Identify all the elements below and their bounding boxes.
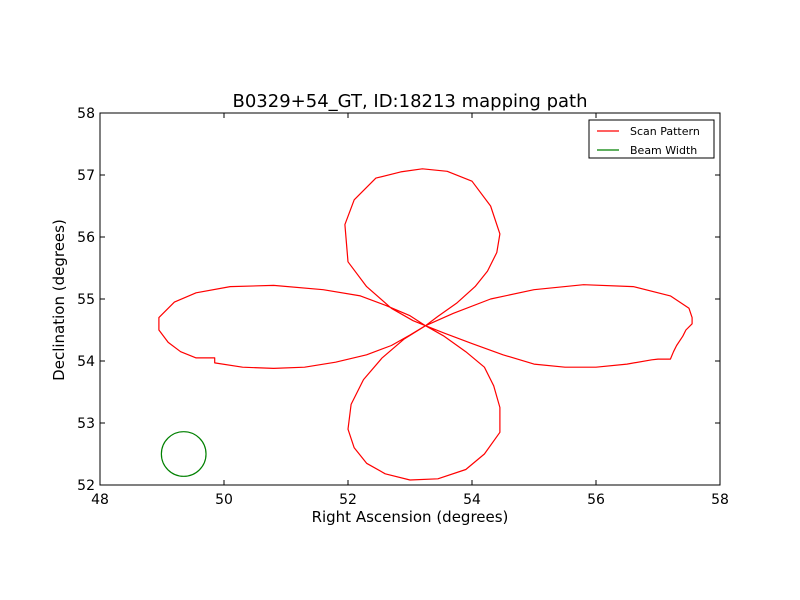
x-tick-label: 50 bbox=[215, 492, 233, 508]
y-tick-label: 52 bbox=[77, 478, 95, 494]
y-axis-label: Declination (degrees) bbox=[50, 219, 68, 381]
y-tick-label: 58 bbox=[77, 106, 95, 122]
series-layer bbox=[158, 168, 693, 481]
x-tick-label: 48 bbox=[91, 492, 109, 508]
y-tick-label: 56 bbox=[77, 230, 95, 246]
legend-label: Beam Width bbox=[630, 144, 697, 157]
x-tick-label: 58 bbox=[711, 492, 729, 508]
beam-width-circle bbox=[160, 431, 207, 477]
x-tick-label: 52 bbox=[339, 492, 357, 508]
axes-frame bbox=[99, 112, 721, 486]
ticks-layer: 48 50 52 54 56 58 52 53 54 55 56 57 58 bbox=[77, 106, 729, 508]
legend-box bbox=[588, 119, 715, 159]
chart-title: B0329+54_GT, ID:18213 mapping path bbox=[233, 91, 588, 112]
x-tick-label: 56 bbox=[587, 492, 605, 508]
y-tick-label: 53 bbox=[77, 416, 95, 432]
y-tick-label: 57 bbox=[77, 168, 95, 184]
legend-label: Scan Pattern bbox=[630, 125, 700, 138]
scan-pattern-line bbox=[158, 168, 693, 481]
x-axis-label: Right Ascension (degrees) bbox=[312, 508, 509, 526]
y-tick-label: 54 bbox=[77, 354, 95, 370]
plot-area: 48 50 52 54 56 58 52 53 54 55 56 57 58 bbox=[77, 106, 729, 508]
y-tick-label: 55 bbox=[77, 292, 95, 308]
legend: Scan Pattern Beam Width bbox=[588, 119, 715, 159]
x-tick-label: 54 bbox=[463, 492, 481, 508]
